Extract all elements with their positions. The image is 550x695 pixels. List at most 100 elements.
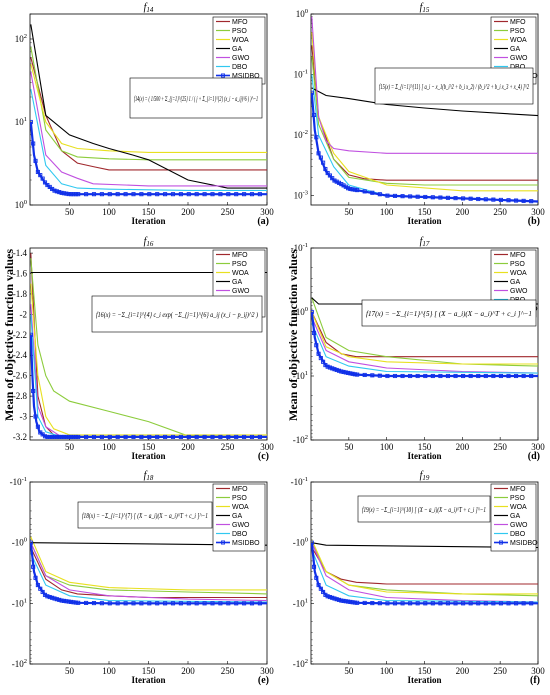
series-marker-msidbo [61,598,67,603]
series-marker-msidbo [352,372,357,377]
legend-box [212,483,266,552]
x-axis-label: Iteration [408,675,442,685]
series-marker-msidbo [66,434,71,439]
y-tick-label: -102 [12,658,27,669]
y-tick-label: -2.2 [13,330,27,340]
y-tick-label: -102 [293,658,308,669]
y-tick-label: -101 [293,370,308,381]
legend-label-pso: PSO [232,28,247,35]
series-marker-msidbo [194,192,199,197]
x-tick-label: 100 [102,442,116,452]
series-marker-msidbo [311,540,314,545]
legend-label-woa: WOA [510,37,527,44]
legend-box [490,483,537,552]
formula-box: f17(x) = −Σ_{i=1}^{5} [ (X − a_i)(X − a_… [361,299,537,327]
panel-label: (b) [528,216,540,227]
formula-box: f18(x) = −Σ_{i=1}^{7} [ (X − a_i)(X − a_… [77,501,213,529]
series-marker-msidbo [415,373,420,379]
series-marker-msidbo [348,371,353,376]
y-tick-label: -2 [20,309,28,319]
series-marker-msidbo [155,601,160,606]
series-marker-msidbo [131,601,136,606]
x-tick-label: 100 [380,666,394,676]
y-tick-label: -10-1 [291,242,308,253]
series-marker-msidbo [311,90,314,95]
chart-panel-f16: f16 50 100 150 200 250 300 Iteration -1.4 -1.6 -1.… [13,236,275,462]
series-line-woa [30,536,267,591]
x-tick-label: 250 [493,666,507,676]
series-marker-msidbo [377,373,382,378]
series-marker-msidbo [61,191,67,196]
series-marker-msidbo [257,434,262,439]
series-marker-msidbo [249,192,255,197]
formula-frame [129,77,263,119]
series-marker-msidbo [234,601,239,606]
x-tick-label: 150 [418,442,432,452]
series-marker-msidbo [392,373,398,379]
formula-frame [77,501,213,529]
series-marker-msidbo [330,595,335,600]
series-marker-msidbo [76,600,81,605]
series-marker-msidbo [348,599,353,604]
series-marker-msidbo [491,601,496,606]
y-tick-label: 10-1 [294,69,308,80]
formula-text: f19(x) = −Σ_{i=1}^{10} [ (X − a_i)(X − a… [362,506,486,514]
legend: MFO PSO WOA GA GWO DBO MSIDBO [212,16,266,85]
series-marker-msidbo [54,189,59,194]
series-marker-msidbo [71,600,76,605]
x-tick-label: 150 [418,207,432,217]
series-marker-msidbo [311,112,317,118]
legend-label-pso: PSO [232,261,247,268]
series-marker-msidbo [155,434,160,439]
series-marker-msidbo [491,197,496,202]
series-marker-msidbo [64,434,69,439]
x-tick-label: 300 [531,207,545,217]
series-line-gwo [30,71,267,187]
series-marker-msidbo [210,601,215,606]
series-marker-msidbo [186,601,191,606]
series-marker-msidbo [461,196,466,201]
series-marker-msidbo [115,192,120,197]
series-marker-msidbo [362,189,367,194]
series-marker-msidbo [139,601,144,606]
series-marker-msidbo [430,373,435,379]
series-line-ga [30,24,267,189]
series-marker-msidbo [483,601,488,606]
series-marker-msidbo [445,373,451,379]
chart-title: f16 [144,236,154,248]
panel-label: (e) [258,675,269,686]
series-marker-msidbo [514,373,519,379]
x-tick-label: 250 [493,207,507,217]
series-marker-msidbo [170,601,176,606]
legend-label-msidbo: MSIDBO [232,73,260,80]
series-marker-msidbo [69,599,74,604]
x-axis-label: Iteration [132,451,166,461]
series-marker-msidbo [314,575,319,580]
series-marker-msidbo [107,601,112,606]
y-tick-label: -102 [293,434,308,445]
x-tick-label: 50 [344,666,354,676]
series-marker-msidbo [498,601,503,606]
series-marker-msidbo [476,196,481,202]
series-marker-msidbo [346,186,351,191]
y-tick-label: -3.2 [13,432,27,442]
series-marker-msidbo [318,155,323,160]
series-marker-msidbo [115,434,120,439]
series-marker-msidbo [423,601,428,606]
formula-frame [357,495,491,523]
series-marker-msidbo [52,188,57,193]
series-marker-msidbo [61,434,67,439]
series-marker-msidbo [73,434,78,439]
x-tick-label: 50 [65,442,75,452]
formula-box: f19(x) = −Σ_{i=1}^{10} [ (X − a_i)(X − a… [357,495,491,523]
series-marker-msidbo [242,192,247,197]
series-marker-msidbo [343,599,348,604]
legend: MFO PSO WOA GA GWO DBO MSIDBO [490,483,538,552]
y-tick-label: -101 [293,597,308,608]
formula-text: f17(x) = −Σ_{i=1}^{5} [ (X − a_i)(X − a_… [366,310,532,318]
series-marker-msidbo [123,434,128,439]
chart-panel-f17: f17 50 100 150 200 250 300 Iteration -10-1 -100 -1… [291,236,546,462]
x-tick-label: 200 [456,207,470,217]
legend-label-mfo: MFO [232,19,248,26]
series-marker-msidbo [30,540,33,545]
